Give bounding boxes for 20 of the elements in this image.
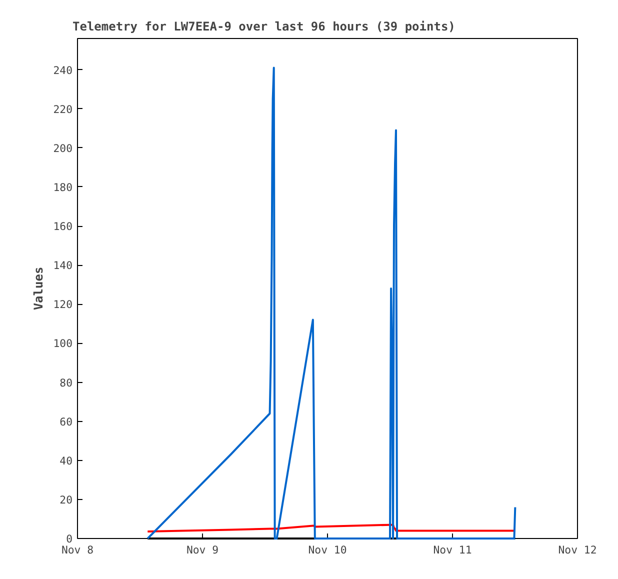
x-tick-label: Nov 8: [61, 544, 94, 556]
y-tick-label: 180: [53, 180, 73, 194]
y-tick-label: 80: [60, 376, 73, 390]
x-tick-label: Nov 11: [433, 544, 472, 556]
x-tick-label: Nov 9: [186, 544, 219, 556]
y-tick-label: 120: [53, 298, 73, 312]
y-tick-label: 40: [60, 454, 73, 468]
y-axis-title: Values: [31, 266, 46, 310]
y-tick-label: 20: [60, 493, 73, 506]
y-tick-label: 0: [66, 532, 73, 546]
y-tick-label: 240: [53, 64, 73, 77]
y-tick-label: 60: [60, 415, 73, 428]
chart-title: Telemetry for LW7EEA-9 over last 96 hours (39 points): [72, 20, 456, 34]
y-tick-label: 160: [53, 220, 73, 233]
y-tick-label: 140: [53, 259, 73, 272]
x-tick-label: Nov 12: [558, 544, 597, 556]
x-tick-label: Nov 10: [308, 544, 347, 556]
y-tick-label: 100: [53, 337, 73, 350]
y-tick-label: 220: [53, 102, 73, 116]
y-tick-label: 200: [53, 142, 73, 155]
